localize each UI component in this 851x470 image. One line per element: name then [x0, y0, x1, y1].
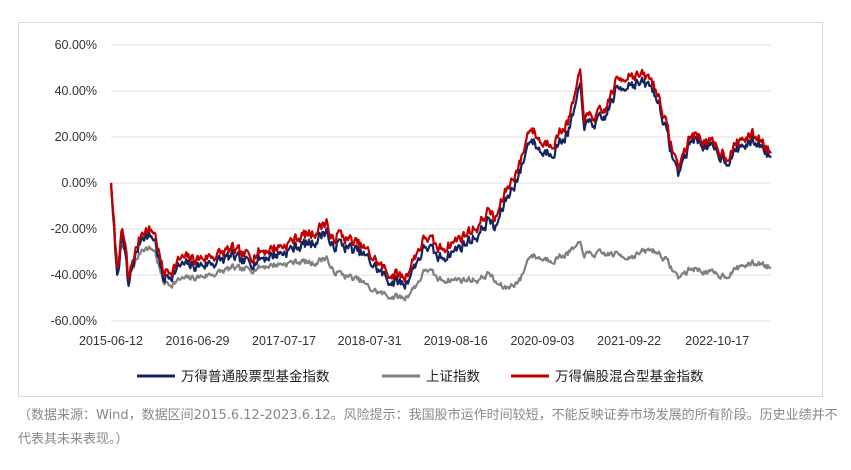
series-lines: [109, 68, 772, 302]
y-tick-label: 60.00%: [55, 38, 97, 52]
x-tick-label: 2017-07-17: [252, 334, 316, 348]
x-tick-label: 2022-10-17: [685, 334, 749, 348]
gridlines: [111, 44, 771, 322]
y-tick-label: -40.00%: [50, 268, 97, 282]
y-tick-label: 40.00%: [55, 84, 97, 98]
x-tick-label: 2018-07-31: [338, 334, 402, 348]
line-chart: 60.00% 40.00% 20.00% 0.00% -20.00% -40.00% -60…: [50, 38, 772, 385]
source-note: （数据来源：Wind，数据区间2015.6.12-2023.6.12。风险提示：…: [18, 408, 838, 447]
series-line: [109, 182, 772, 302]
chart-frame: 60.00% 40.00% 20.00% 0.00% -20.00% -40.00% -60…: [18, 22, 823, 397]
x-tick-label: 2016-06-29: [166, 334, 230, 348]
x-tick-label: 2020-09-03: [510, 334, 574, 348]
series-line: [109, 76, 772, 290]
x-axis-ticks: 2015-06-12 2016-06-29 2017-07-17 2018-07-31…: [79, 334, 749, 348]
legend: 万得普通股票型基金指数 上证指数 万得偏股混合型基金指数: [137, 368, 704, 385]
y-tick-label: 0.00%: [62, 176, 97, 190]
y-tick-label: -60.00%: [50, 314, 97, 328]
y-tick-label: 20.00%: [55, 130, 97, 144]
y-axis-ticks: 60.00% 40.00% 20.00% 0.00% -20.00% -40.00% -60…: [50, 38, 97, 328]
legend-label: 上证指数: [426, 369, 480, 385]
x-tick-label: 2019-08-16: [424, 334, 488, 348]
x-tick-label: 2015-06-12: [79, 334, 143, 348]
series-line: [109, 68, 772, 283]
legend-label: 万得普通股票型基金指数: [181, 368, 330, 385]
y-tick-label: -20.00%: [50, 222, 97, 236]
legend-label: 万得偏股混合型基金指数: [555, 368, 704, 385]
x-tick-label: 2021-09-22: [597, 334, 661, 348]
